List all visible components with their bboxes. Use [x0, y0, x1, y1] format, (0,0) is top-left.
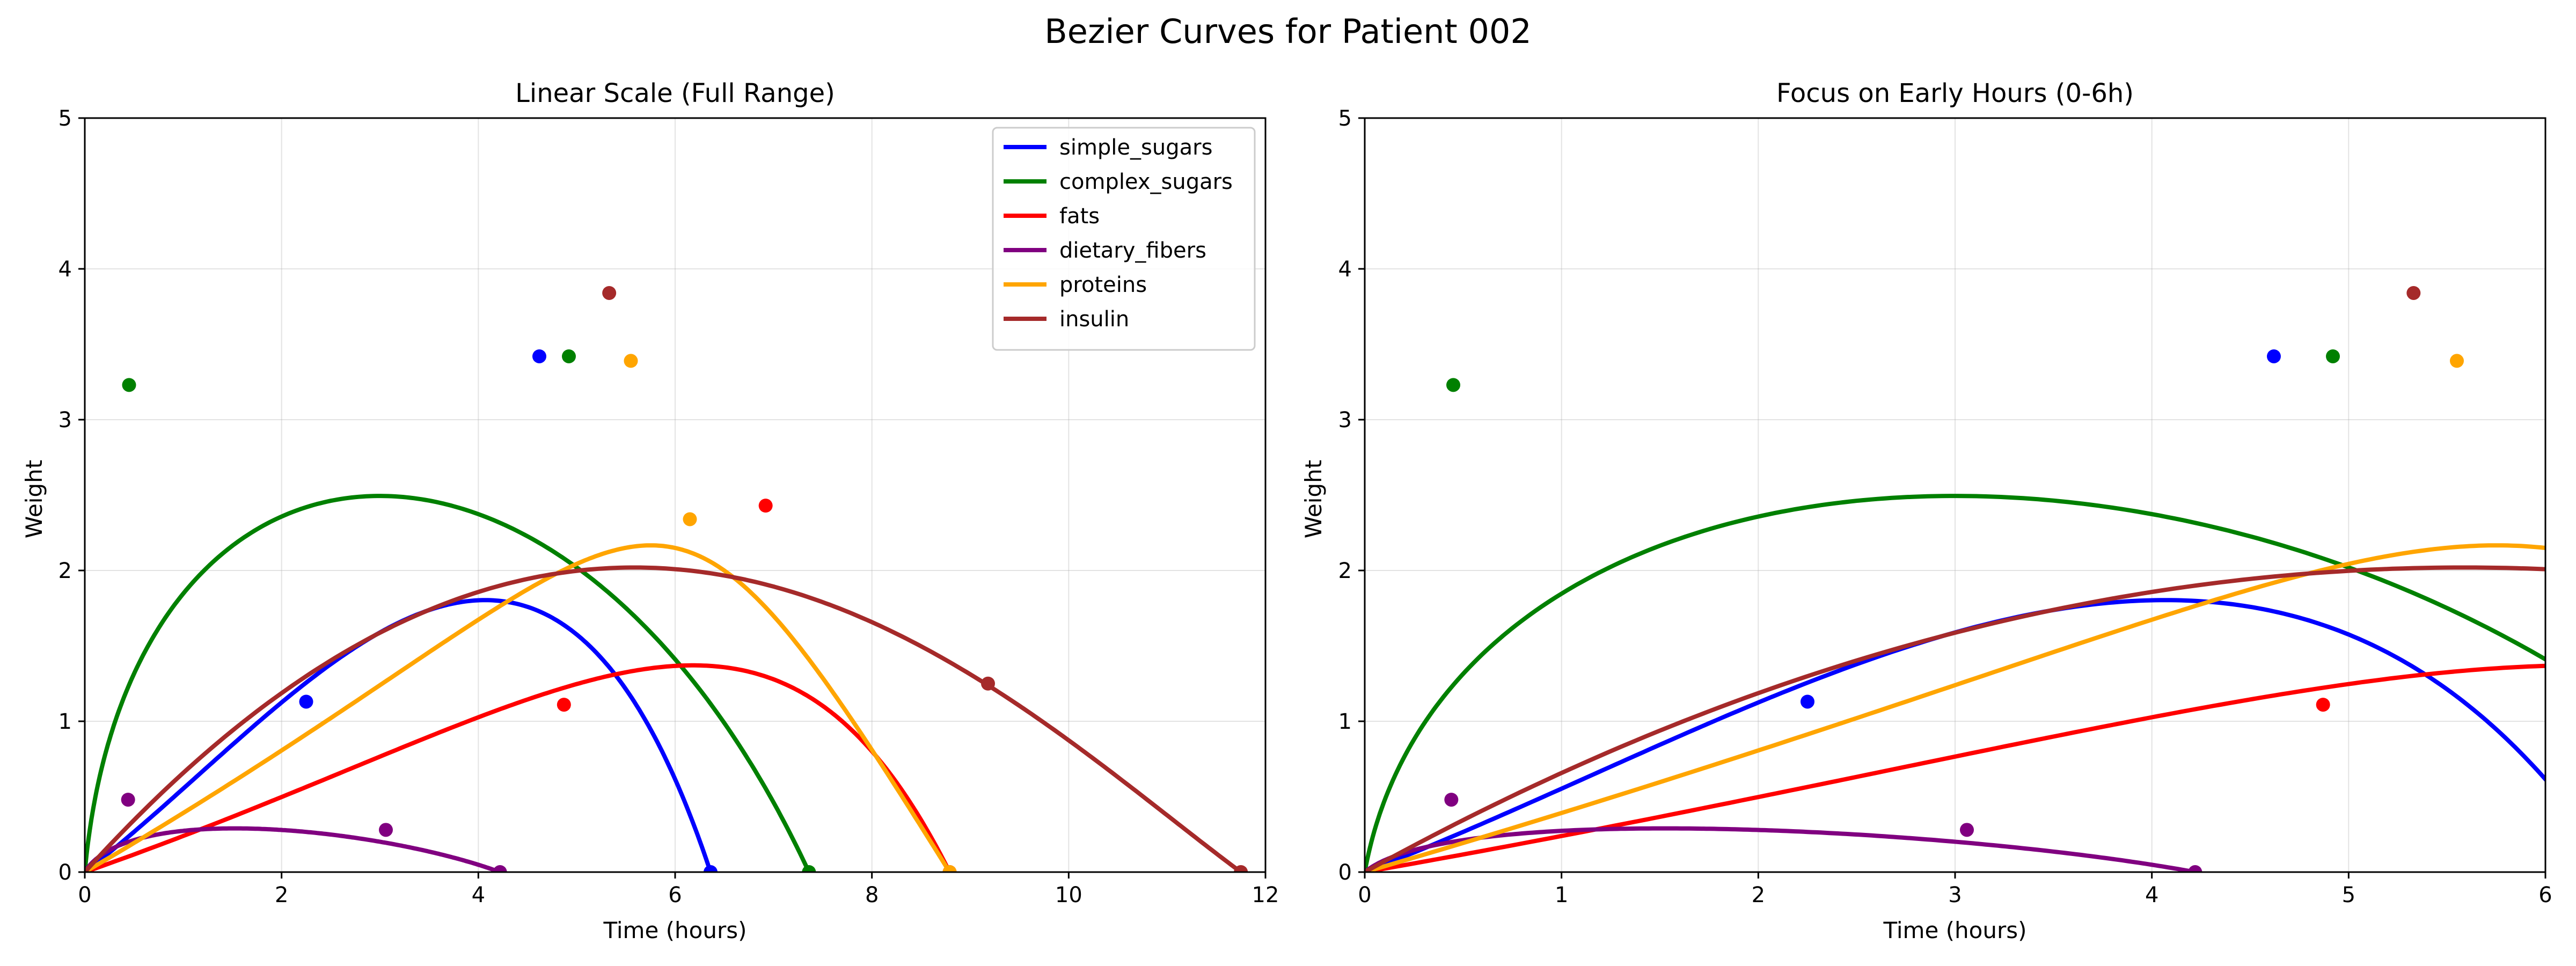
control-point-dietary_fibers-1 [121, 793, 135, 807]
control-point-dietary_fibers-2 [1960, 823, 1974, 837]
control-point-insulin-2 [981, 676, 995, 691]
x-tick-label: 8 [865, 883, 879, 908]
chart-panel-early-hours: Focus on Early Hours (0-6h) Time (hours)… [1300, 78, 2576, 943]
control-point-simple_sugars-1 [1801, 694, 1814, 709]
x-axis-label: Time (hours) [1883, 917, 2027, 943]
x-axis-label: Time (hours) [603, 917, 747, 943]
control-point-dietary_fibers-3 [493, 865, 507, 872]
y-tick-label: 3 [58, 408, 72, 433]
y-tick-label: 1 [1338, 709, 1352, 734]
y-tick-label: 4 [1338, 257, 1352, 282]
plot-area [85, 286, 1248, 872]
series-line-proteins [1365, 543, 2545, 872]
control-point-simple_sugars-1 [299, 694, 313, 709]
control-point-proteins-2 [624, 354, 638, 368]
control-point-fats-2 [758, 499, 773, 513]
series-line-dietary_fibers [1365, 826, 2196, 872]
x-tick-label: 6 [668, 883, 682, 908]
legend-label-simple_sugars: simple_sugars [1059, 135, 1212, 160]
series-line-dietary_fibers [85, 826, 501, 872]
control-point-fats-1 [2316, 698, 2330, 712]
legend-box [992, 127, 1256, 351]
control-point-dietary_fibers-1 [1444, 793, 1459, 807]
series-line-complex_sugars [85, 494, 811, 872]
x-tick-label: 2 [1752, 883, 1765, 908]
control-point-proteins-1 [2568, 512, 2576, 526]
legend-label-proteins: proteins [1059, 273, 1147, 297]
y-axis-label: Weight [21, 460, 47, 538]
control-point-dietary_fibers-2 [379, 823, 393, 837]
chart-panel-full-range: Linear Scale (Full Range) Time (hours) W… [21, 78, 1279, 943]
control-point-insulin-3 [1234, 865, 1248, 872]
chart-title: Focus on Early Hours (0-6h) [1776, 78, 2134, 108]
series-line-proteins [85, 543, 952, 872]
y-axis-label: Weight [1300, 460, 1327, 538]
y-tick-label: 0 [1338, 860, 1352, 885]
y-tick-label: 2 [58, 559, 72, 583]
control-point-complex_sugars-2 [2326, 349, 2340, 363]
control-point-dietary_fibers-3 [2188, 865, 2202, 872]
control-point-simple_sugars-2 [532, 349, 546, 363]
plot-area [1365, 286, 2576, 872]
x-tick-label: 10 [1055, 883, 1082, 908]
control-point-proteins-3 [942, 865, 957, 872]
legend-label-complex_sugars: complex_sugars [1059, 170, 1233, 194]
control-point-proteins-2 [2450, 354, 2464, 368]
y-tick-label: 5 [1338, 106, 1352, 131]
x-tick-label: 2 [275, 883, 288, 908]
chart-title: Linear Scale (Full Range) [515, 78, 835, 108]
control-point-complex_sugars-2 [562, 349, 576, 363]
x-tick-label: 0 [1358, 883, 1371, 908]
x-tick-label: 3 [1948, 883, 1962, 908]
control-point-simple_sugars-2 [2267, 349, 2281, 363]
control-point-complex_sugars-3 [802, 865, 816, 872]
control-point-fats-1 [557, 698, 571, 712]
y-tick-label: 4 [58, 257, 72, 282]
y-tick-label: 5 [58, 106, 72, 131]
legend-label-fats: fats [1059, 204, 1100, 229]
y-tick-label: 0 [58, 860, 72, 885]
x-tick-label: 12 [1252, 883, 1279, 908]
series-line-insulin [1365, 565, 2545, 872]
series-line-fats [1365, 663, 2545, 872]
x-tick-label: 0 [78, 883, 91, 908]
series-line-fats [85, 663, 952, 872]
control-point-complex_sugars-1 [1446, 378, 1460, 392]
legend-label-dietary_fibers: dietary_fibers [1059, 238, 1206, 263]
control-point-proteins-1 [683, 512, 697, 526]
x-tick-label: 4 [472, 883, 485, 908]
y-tick-label: 1 [58, 709, 72, 734]
x-tick-label: 1 [1555, 883, 1568, 908]
series-line-insulin [85, 565, 1242, 872]
figure-title: Bezier Curves for Patient 002 [1044, 12, 1532, 51]
x-tick-label: 6 [2538, 883, 2552, 908]
control-point-simple_sugars-3 [704, 865, 718, 872]
x-tick-label: 4 [2145, 883, 2158, 908]
y-tick-label: 2 [1338, 559, 1352, 583]
legend-label-insulin: insulin [1059, 307, 1129, 332]
x-tick-label: 5 [2342, 883, 2355, 908]
control-point-complex_sugars-1 [122, 378, 136, 392]
y-tick-label: 3 [1338, 408, 1352, 433]
control-point-insulin-1 [2406, 286, 2421, 300]
control-point-insulin-1 [602, 286, 617, 300]
